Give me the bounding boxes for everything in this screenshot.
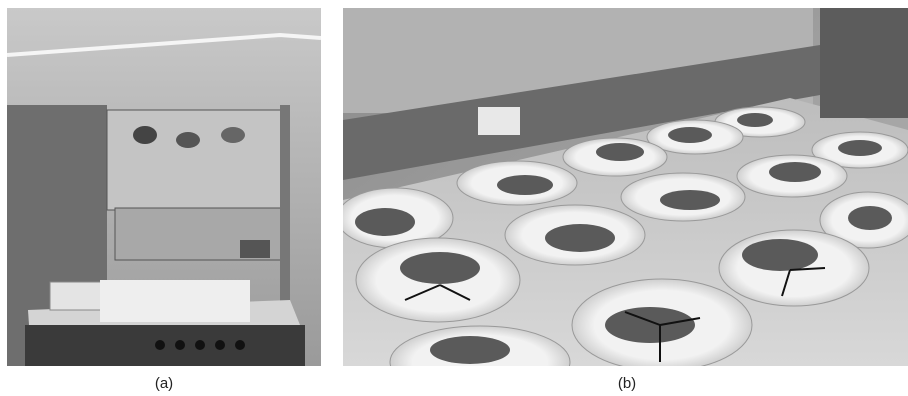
photo-a	[7, 8, 321, 366]
caption: (a)	[155, 375, 173, 392]
figure: (a) (b)	[0, 0, 908, 396]
caption: (b)	[618, 375, 636, 392]
photo-b	[337, 8, 908, 396]
page: {"figure": {"captions": ["(a)", "(b)"]}}	[0, 0, 908, 396]
